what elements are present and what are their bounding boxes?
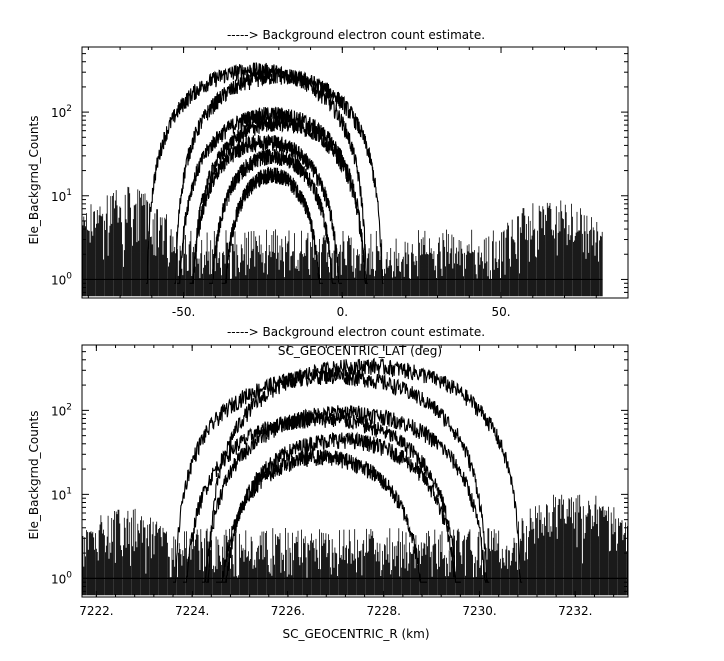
top-panel-title: -----> Background electron count estimat… [227,28,485,42]
series-line [173,368,490,583]
series-line [189,114,368,284]
bottom-panel: -----> Background electron count estimat… [27,325,629,641]
x-tick-label: 7222. [79,604,113,618]
y-tick-exponent: 1 [66,486,72,496]
y-tick-exponent: 0 [66,271,72,281]
series-line [174,68,384,284]
bottom-panel-ylabel: Ele_Backgrnd_Counts [27,411,41,540]
y-tick-exponent: 2 [66,402,72,412]
noise-spikes [81,494,628,596]
x-tick-label: 7226. [271,604,305,618]
top-panel: -----> Background electron count estimat… [27,28,629,358]
series-line [201,405,490,583]
plot-frame [81,344,629,598]
series-line [221,166,324,284]
x-tick-label: 0. [337,305,348,319]
series-line [216,449,427,583]
y-tick-exponent: 2 [66,104,72,114]
plot-frame [81,46,629,299]
x-tick-label: 7230. [462,604,496,618]
x-tick-label: 50. [491,305,510,319]
top-panel-xlabel: SC_GEOCENTRIC_LAT (deg) [278,344,442,358]
bottom-panel-title: -----> Background electron count estimat… [227,325,485,339]
series-line [182,411,461,583]
y-tick-exponent: 1 [66,188,72,198]
y-tick-exponent: 0 [66,570,72,580]
series-line [189,134,343,285]
x-tick-label: -50. [172,305,195,319]
bottom-panel-xlabel: SC_GEOCENTRIC_R (km) [283,627,430,641]
x-tick-label: 7228. [367,604,401,618]
series-line [177,106,368,284]
x-tick-label: 7232. [558,604,592,618]
x-tick-label: 7224. [175,604,209,618]
top-panel-ylabel: Ele_Backgrnd_Counts [27,116,41,245]
series-line [209,148,336,284]
